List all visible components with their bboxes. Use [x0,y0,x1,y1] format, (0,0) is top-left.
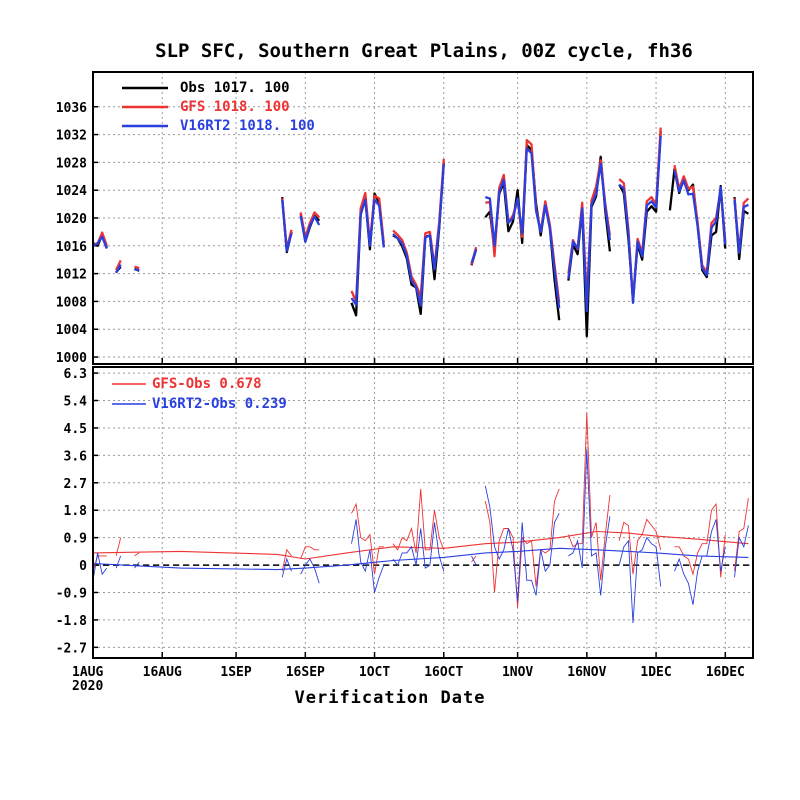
v16rt2-obs-diff-line [351,519,385,593]
y-tick-label: 1032 [56,129,87,144]
gfs-obs-mean-line [92,530,749,560]
gfs-obs-diff-line [484,488,560,608]
gfs-line [392,158,445,298]
v16rt2-obs-diff-line [92,552,108,581]
x-tick-label: 1OCT [359,665,390,680]
gfs-line [115,259,122,271]
v16rt2-line [350,198,385,307]
y-tick-label: -0.9 [56,586,87,601]
v16rt2-line [673,170,727,277]
v16rt2-obs-diff-line [300,558,320,584]
gfs-obs-diff-line [351,502,384,575]
v16rt2-line [115,264,122,274]
gfs-obs-diff-line [618,518,662,575]
v16rt2-obs-diff-line [392,522,445,572]
y-tick-label: 1024 [56,184,87,199]
bottom-plot-frame [92,366,754,659]
x-tick-label: 16DEC [706,665,745,680]
v16rt2-obs-diff-line [115,555,122,569]
legend-entry: GFS 1018. 100 [180,99,290,115]
y-tick-label: 1020 [56,212,87,227]
y-tick-label: 0.9 [64,532,87,547]
legend-entry: GFS-Obs 0.678 [152,376,262,392]
legend-entry: V16RT2-Obs 0.239 [152,396,287,412]
v16rt2-obs-diff-line [134,561,140,569]
v16rt2-obs-diff-line [471,555,477,566]
y-tick-label: 1008 [56,295,87,310]
v16rt2-line [392,163,445,307]
v16rt2-line [92,235,108,250]
y-tick-label: 1000 [56,351,87,366]
gfs-obs-diff-line [115,537,122,557]
gfs-obs-diff-line [134,552,140,557]
x-tick-label: 16AUG [143,665,182,680]
x-axis-label: Verification Date [295,688,486,708]
y-tick-label: 5.4 [64,395,88,410]
top-plot-frame [92,71,754,365]
pressure-panel: 1000 1004 1008 1012 1016 1020 1024 1028 1032 1036… [56,71,754,366]
x-tick-label: 16SEP [286,665,325,680]
gfs-obs-diff-line [734,497,749,572]
v16rt2-line [567,162,612,313]
y-tick-label: 1.8 [64,504,88,519]
y-tick-label: 0 [79,559,87,574]
gfs-obs-diff-line [471,555,477,563]
chart-title: SLP SFC, Southern Great Plains, 00Z cycl… [155,40,693,62]
y-tick-label: -1.8 [56,614,87,629]
gfs-line [134,265,140,270]
x-year-label: 2020 [72,679,103,694]
v16rt2-line [134,268,140,272]
v16rt2-obs-diff-line [568,449,611,596]
y-tick-label: 1012 [56,268,87,283]
gfs-obs-diff-line [300,546,320,560]
y-tick-label: 2.7 [64,477,87,492]
v16rt2-line [281,199,293,252]
y-tick-label: 4.5 [64,422,87,437]
v16rt2-obs-diff-line [674,519,726,605]
v16rt2-obs-mean-line [92,547,749,571]
v16rt2-obs-diff-line [618,536,662,624]
y-tick-label: 1004 [56,323,87,338]
gfs-obs-diff-line [392,488,445,553]
x-tick-label: 1AUG [72,665,103,680]
v16rt2-obs-diff-line [484,485,560,602]
x-tick-label: 16NOV [567,665,606,680]
x-tick-label: 1DEC [640,665,671,680]
x-axis: 1AUG 16AUG 1SEP 16SEP 1OCT 16OCT 1NOV 16NOV 1DEC… [72,665,745,694]
v16rt2-line [484,147,561,309]
y-tick-label: 1028 [56,156,87,171]
difference-panel: -2.7 -1.8 -0.9 0 0.9 1.8 2.7 3.6 4.5 5.4 6.3 GFS-Ob… [56,366,754,659]
legend-entry: V16RT2 1018. 100 [180,118,315,134]
x-tick-label: 16OCT [424,665,463,680]
v16rt2-line [299,215,321,243]
y-tick-label: 1016 [56,240,87,255]
y-tick-label: -2.7 [56,641,87,656]
v16rt2-line [470,248,478,264]
v16rt2-line [733,199,749,254]
legend-entry: Obs 1017. 100 [180,80,290,96]
y-tick-label: 6.3 [64,367,87,382]
y-tick-label: 1036 [56,101,87,116]
y-tick-label: 3.6 [64,449,88,464]
gfs-obs-diff-line [281,548,292,572]
v16rt2-line [618,135,662,304]
x-tick-label: 1NOV [502,665,533,680]
v16rt2-obs-diff-line [281,557,292,578]
x-tick-label: 1SEP [220,665,251,680]
gfs-obs-diff-line [567,412,611,581]
